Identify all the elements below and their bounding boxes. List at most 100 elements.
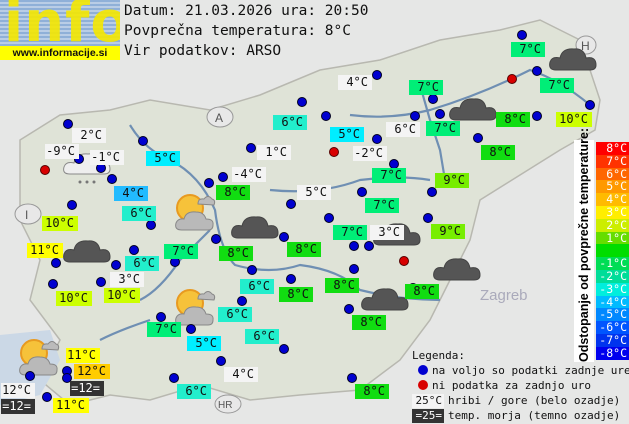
station-temperature-label[interactable]: -4°C <box>232 167 266 182</box>
station-dot-ok[interactable] <box>410 111 420 121</box>
site-logo[interactable]: info www.informacije.si <box>0 0 120 60</box>
station-temperature-label[interactable]: 6°C <box>122 206 156 221</box>
station-dot-ok[interactable] <box>435 109 445 119</box>
station-dot-ok[interactable] <box>51 258 61 268</box>
station-dot-ok[interactable] <box>62 373 72 383</box>
station-dot-ok[interactable] <box>532 111 542 121</box>
station-temperature-label[interactable]: 1°C <box>257 145 291 160</box>
station-dot-ok[interactable] <box>532 66 542 76</box>
station-dot-ok[interactable] <box>372 134 382 144</box>
station-dot-ok[interactable] <box>111 260 121 270</box>
station-dot-missing[interactable] <box>329 147 339 157</box>
station-dot-ok[interactable] <box>364 241 374 251</box>
station-temperature-label[interactable]: 7°C <box>333 225 367 240</box>
station-temperature-label[interactable]: 6°C <box>386 122 420 137</box>
station-temperature-label[interactable]: 11°C <box>27 243 63 258</box>
station-dot-ok[interactable] <box>211 234 221 244</box>
station-temperature-label[interactable]: 10°C <box>104 288 140 303</box>
station-dot-ok[interactable] <box>247 265 257 275</box>
station-dot-ok[interactable] <box>237 296 247 306</box>
station-temperature-label[interactable]: 4°C <box>114 186 148 201</box>
station-dot-ok[interactable] <box>517 30 527 40</box>
station-temperature-label[interactable]: 8°C <box>287 242 321 257</box>
station-dot-ok[interactable] <box>25 371 35 381</box>
station-dot-ok[interactable] <box>129 245 139 255</box>
station-temperature-label[interactable]: 9°C <box>435 173 469 188</box>
station-temperature-label[interactable]: -1°C <box>90 150 124 165</box>
station-temperature-label[interactable]: 10°C <box>56 291 92 306</box>
station-temperature-label[interactable]: 8°C <box>325 278 359 293</box>
sea-temperature-label[interactable]: =12= <box>70 381 104 396</box>
station-temperature-label[interactable]: 7°C <box>372 168 406 183</box>
station-dot-ok[interactable] <box>216 356 226 366</box>
station-temperature-label[interactable]: 11°C <box>53 398 89 413</box>
station-dot-ok[interactable] <box>427 187 437 197</box>
station-temperature-label[interactable]: 2°C <box>72 128 106 143</box>
station-dot-ok[interactable] <box>96 277 106 287</box>
station-dot-missing[interactable] <box>40 165 50 175</box>
station-dot-ok[interactable] <box>423 213 433 223</box>
station-dot-ok[interactable] <box>42 392 52 402</box>
station-temperature-label[interactable]: 8°C <box>219 246 253 261</box>
station-dot-ok[interactable] <box>48 279 58 289</box>
station-temperature-label[interactable]: 6°C <box>273 115 307 130</box>
station-temperature-label[interactable]: 6°C <box>125 256 159 271</box>
station-temperature-label[interactable]: 4°C <box>224 367 258 382</box>
station-dot-ok[interactable] <box>218 172 228 182</box>
station-dot-ok[interactable] <box>344 304 354 314</box>
station-temperature-label[interactable]: 5°C <box>330 127 364 142</box>
station-dot-ok[interactable] <box>349 264 359 274</box>
station-dot-ok[interactable] <box>279 232 289 242</box>
station-temperature-label[interactable]: 6°C <box>218 307 252 322</box>
station-temperature-label[interactable]: 3°C <box>110 272 144 287</box>
station-temperature-label[interactable]: 7°C <box>365 198 399 213</box>
station-dot-ok[interactable] <box>146 220 156 230</box>
station-dot-ok[interactable] <box>279 344 289 354</box>
station-temperature-label[interactable]: 5°C <box>187 336 221 351</box>
station-temperature-label[interactable]: 6°C <box>245 329 279 344</box>
station-temperature-label[interactable]: 4°C <box>338 75 372 90</box>
station-dot-ok[interactable] <box>67 200 77 210</box>
station-dot-missing[interactable] <box>399 256 409 266</box>
station-dot-ok[interactable] <box>246 143 256 153</box>
station-temperature-label[interactable]: 7°C <box>409 80 443 95</box>
station-dot-ok[interactable] <box>372 70 382 80</box>
station-temperature-label[interactable]: 6°C <box>177 384 211 399</box>
station-temperature-label[interactable]: 7°C <box>164 244 198 259</box>
station-dot-ok[interactable] <box>286 199 296 209</box>
station-temperature-label[interactable]: 12°C <box>74 364 110 379</box>
station-temperature-label[interactable]: 6°C <box>240 279 274 294</box>
station-temperature-label[interactable]: 12°C <box>1 383 35 398</box>
station-temperature-label[interactable]: 8°C <box>496 112 530 127</box>
station-dot-missing[interactable] <box>507 74 517 84</box>
station-dot-ok[interactable] <box>107 174 117 184</box>
station-temperature-label[interactable]: 11°C <box>66 348 100 363</box>
station-temperature-label[interactable]: 7°C <box>147 322 181 337</box>
station-dot-ok[interactable] <box>63 119 73 129</box>
station-dot-ok[interactable] <box>204 178 214 188</box>
station-dot-ok[interactable] <box>74 154 84 164</box>
station-temperature-label[interactable]: 8°C <box>405 284 439 299</box>
station-temperature-label[interactable]: 7°C <box>426 121 460 136</box>
station-temperature-label[interactable]: -2°C <box>353 146 387 161</box>
station-temperature-label[interactable]: 3°C <box>370 225 404 240</box>
station-temperature-label[interactable]: 10°C <box>42 216 78 231</box>
station-dot-ok[interactable] <box>286 274 296 284</box>
station-dot-ok[interactable] <box>169 373 179 383</box>
station-temperature-label[interactable]: 8°C <box>355 384 389 399</box>
logo-url[interactable]: www.informacije.si <box>0 46 120 60</box>
station-temperature-label[interactable]: 5°C <box>146 151 180 166</box>
station-temperature-label[interactable]: 9°C <box>431 224 465 239</box>
station-dot-ok[interactable] <box>138 136 148 146</box>
station-temperature-label[interactable]: 8°C <box>279 287 313 302</box>
station-temperature-label[interactable]: 5°C <box>297 185 331 200</box>
station-temperature-label[interactable]: 8°C <box>352 315 386 330</box>
station-dot-ok[interactable] <box>321 111 331 121</box>
station-dot-ok[interactable] <box>357 187 367 197</box>
station-dot-ok[interactable] <box>324 213 334 223</box>
station-dot-ok[interactable] <box>428 94 438 104</box>
station-temperature-label[interactable]: 10°C <box>556 112 592 127</box>
station-temperature-label[interactable]: 7°C <box>540 78 574 93</box>
station-temperature-label[interactable]: 8°C <box>216 185 250 200</box>
station-dot-ok[interactable] <box>347 373 357 383</box>
